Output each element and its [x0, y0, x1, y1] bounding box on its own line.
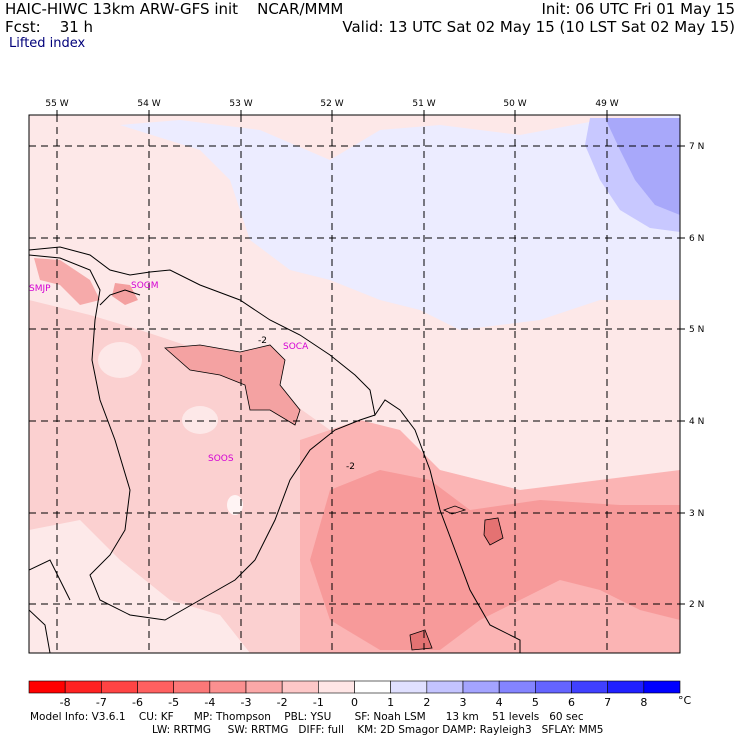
- contour-label-1: -2: [258, 336, 267, 346]
- border-west: [29, 559, 71, 601]
- lon-label-53w: 53 W: [229, 99, 252, 109]
- colorbar-tick: 5: [531, 696, 539, 709]
- colorbar-tick: 8: [640, 696, 648, 709]
- colorbar-box: [390, 680, 428, 694]
- field-patch-b: [182, 406, 218, 434]
- contour-cell-b: [409, 629, 433, 651]
- axis-ticks: [56, 110, 685, 605]
- coastline-borders: [29, 246, 521, 653]
- colorbar-tick: -8: [59, 696, 71, 709]
- station-smjp: SMJP: [29, 284, 51, 294]
- contour-label-2: -2: [346, 462, 355, 472]
- colorbar-box: [28, 680, 66, 694]
- colorbar: [28, 680, 681, 694]
- lon-label-49w: 49 W: [595, 99, 618, 109]
- field-patch-a: [98, 342, 142, 378]
- field-zone-plus1: [120, 115, 680, 330]
- field-cell-a: [484, 518, 503, 545]
- colorbar-tick: 4: [495, 696, 503, 709]
- colorbar-box: [607, 680, 645, 694]
- coastline: [29, 246, 521, 653]
- lat-label-3n: 3 N: [689, 509, 704, 519]
- lat-label-6n: 6 N: [689, 234, 704, 244]
- lat-label-7n: 7 N: [689, 142, 704, 152]
- lon-label-51w: 51 W: [412, 99, 435, 109]
- station-soos: SOOS: [208, 454, 234, 464]
- colorbar-box: [498, 680, 536, 694]
- colorbar-box: [245, 680, 283, 694]
- colorbar-box: [281, 680, 319, 694]
- footer-line-1: Model Info: V3.6.1 CU: KF MP: Thompson P…: [30, 711, 584, 723]
- colorbar-tick: 1: [387, 696, 395, 709]
- colorbar-unit: °C: [678, 694, 692, 707]
- colorbar-box: [462, 680, 500, 694]
- colorbar-box: [173, 680, 211, 694]
- field-zone-zero-sw: [29, 520, 250, 653]
- field-zone-minus2-sogm: [112, 283, 138, 305]
- model-title: HAIC-HIWC 13km ARW-GFS init NCAR/MMM: [5, 0, 344, 18]
- lat-label-5n: 5 N: [689, 325, 704, 335]
- colorbar-box: [137, 680, 174, 694]
- colorbar-tick: -7: [95, 696, 107, 709]
- colorbar-tick: -4: [204, 696, 216, 709]
- lon-label-50w: 50 W: [503, 99, 526, 109]
- lat-label-2n: 2 N: [689, 600, 704, 610]
- colorbar-tick: 7: [604, 696, 612, 709]
- colorbar-tick-labels: -8 -7 -6 -5 -4 -3 -2 -1 0 1 2 3 4 5 6 7 8: [0, 696, 740, 709]
- field-zone-minus2-inland: [165, 345, 300, 425]
- colorbar-box: [209, 680, 247, 694]
- lon-label-52w: 52 W: [320, 99, 343, 109]
- lifted-index-field: [29, 115, 680, 653]
- station-soca: SOCA: [283, 342, 309, 352]
- river-marowijne: [99, 289, 141, 306]
- colorbar-tick: 0: [351, 696, 358, 709]
- colorbar-tick: 3: [459, 696, 467, 709]
- colorbar-tick: -2: [276, 696, 288, 709]
- contour-inland: [164, 344, 301, 426]
- field-name: Lifted index: [9, 36, 86, 51]
- colorbar-box: [318, 680, 355, 694]
- colorbar-box: [64, 680, 102, 694]
- colorbar-tick: -1: [312, 696, 324, 709]
- init-time: Init: 06 UTC Fri 01 May 15: [541, 0, 735, 18]
- field-zone-minus2-west: [34, 258, 100, 305]
- lon-label-54w: 54 W: [137, 99, 160, 109]
- field-cell-b: [410, 630, 432, 650]
- colorbar-tick: -5: [168, 696, 180, 709]
- field-patch-c: [227, 495, 243, 515]
- colorbar-box: [354, 680, 391, 694]
- colorbar-box: [571, 680, 608, 694]
- forecast-hour: Fcst: 31 h: [5, 18, 94, 36]
- contour-cell-a: [483, 517, 504, 546]
- lon-label-55w: 55 W: [45, 99, 68, 109]
- colorbar-box: [426, 680, 464, 694]
- station-sogm: SOGM: [131, 281, 159, 291]
- graticule: [29, 115, 680, 653]
- border-southwest: [29, 609, 51, 653]
- colorbar-tick: -3: [240, 696, 252, 709]
- field-zone-plus3: [605, 118, 680, 215]
- colorbar-box: [101, 680, 138, 694]
- colorbar-tick: 6: [568, 696, 575, 709]
- lat-label-4n: 4 N: [689, 417, 704, 427]
- valid-time: Valid: 13 UTC Sat 02 May 15 (10 LST Sat …: [342, 18, 735, 36]
- colorbar-tick: -6: [132, 696, 143, 709]
- colorbar-tick: 2: [423, 696, 431, 709]
- border-suriname-guyane: [29, 254, 376, 621]
- field-zone-minus3: [310, 470, 680, 650]
- colorbar-box: [643, 680, 681, 694]
- colorbar-box: [535, 680, 572, 694]
- map-frame: [28, 114, 681, 654]
- footer-line-2: LW: RRTMG SW: RRTMG DIFF: full KM: 2D Sm…: [152, 724, 604, 736]
